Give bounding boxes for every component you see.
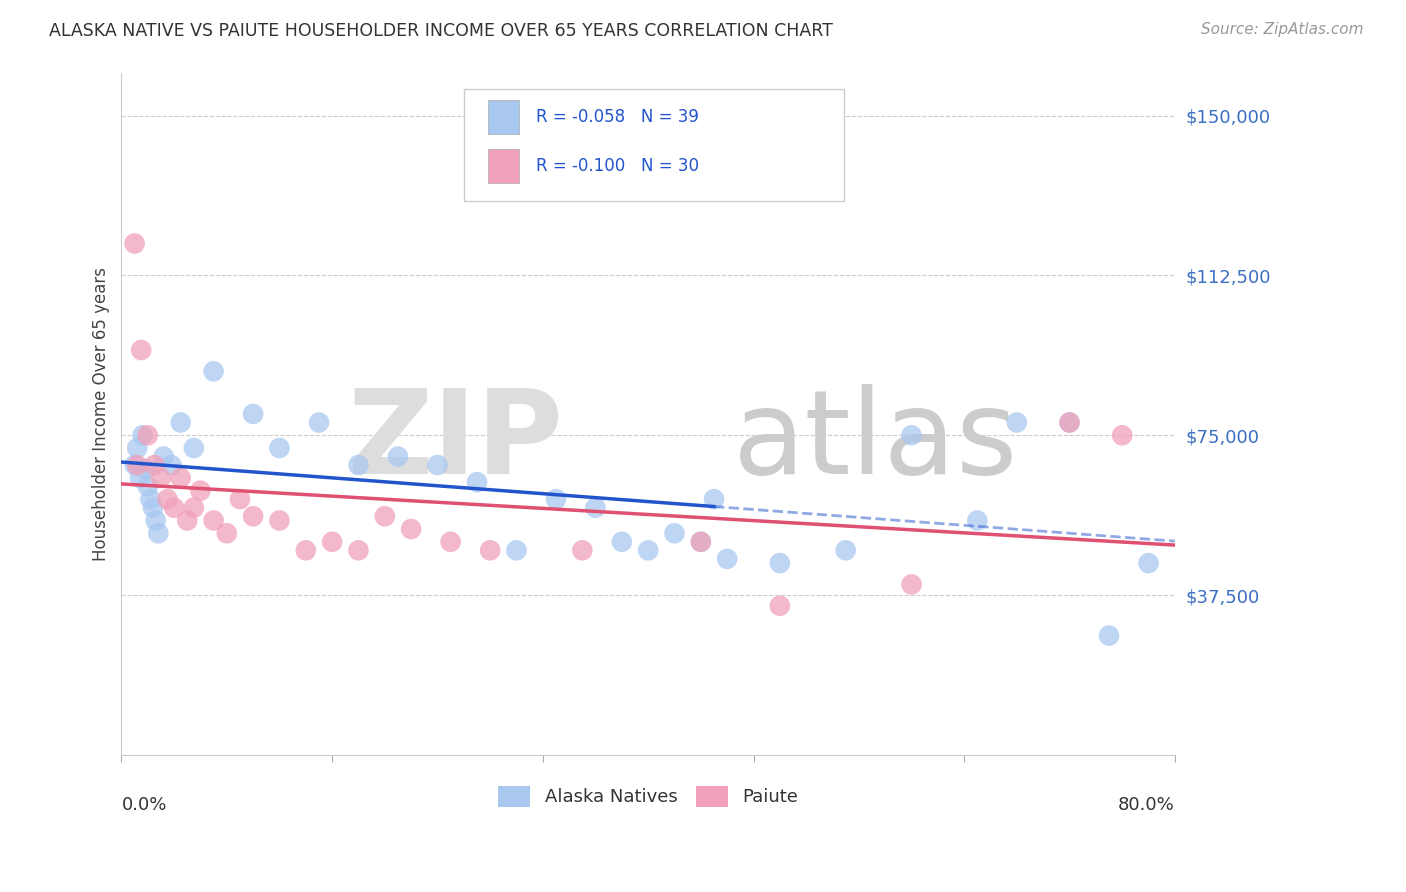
Point — [269, 514, 291, 528]
Point — [128, 471, 150, 485]
Point — [148, 526, 170, 541]
Point — [544, 492, 567, 507]
Point — [127, 458, 149, 472]
Point — [689, 534, 711, 549]
Point — [145, 514, 167, 528]
Point — [139, 492, 162, 507]
Point — [637, 543, 659, 558]
Point — [190, 483, 212, 498]
Point — [1005, 416, 1028, 430]
Point — [136, 479, 159, 493]
Text: 80.0%: 80.0% — [1118, 796, 1175, 814]
Text: Source: ZipAtlas.com: Source: ZipAtlas.com — [1201, 22, 1364, 37]
Point — [900, 428, 922, 442]
Point — [202, 514, 225, 528]
Text: ALASKA NATIVE VS PAIUTE HOUSEHOLDER INCOME OVER 65 YEARS CORRELATION CHART: ALASKA NATIVE VS PAIUTE HOUSEHOLDER INCO… — [49, 22, 834, 40]
Point — [1059, 416, 1081, 430]
Point — [176, 514, 198, 528]
Point — [505, 543, 527, 558]
Point — [689, 534, 711, 549]
Point — [703, 492, 725, 507]
Point — [571, 543, 593, 558]
Point — [149, 471, 172, 485]
Point — [124, 236, 146, 251]
Point — [769, 599, 792, 613]
Point — [834, 543, 856, 558]
Point — [134, 462, 156, 476]
Text: R = -0.058   N = 39: R = -0.058 N = 39 — [536, 108, 699, 126]
Point — [585, 500, 607, 515]
Point — [163, 500, 186, 515]
Point — [1098, 629, 1121, 643]
Point — [183, 441, 205, 455]
Point — [127, 441, 149, 455]
Point — [142, 500, 165, 515]
Point — [242, 407, 264, 421]
Point — [1059, 416, 1081, 430]
Point — [374, 509, 396, 524]
Point — [170, 416, 193, 430]
Point — [900, 577, 922, 591]
Point — [269, 441, 291, 455]
Point — [347, 543, 370, 558]
Point — [479, 543, 502, 558]
Point — [610, 534, 633, 549]
Point — [160, 458, 183, 472]
Point — [124, 458, 146, 472]
Y-axis label: Householder Income Over 65 years: Householder Income Over 65 years — [93, 267, 110, 561]
Text: R = -0.100   N = 30: R = -0.100 N = 30 — [536, 157, 699, 175]
Text: 0.0%: 0.0% — [121, 796, 167, 814]
Point — [387, 450, 409, 464]
Point — [156, 492, 179, 507]
Legend: Alaska Natives, Paiute: Alaska Natives, Paiute — [491, 779, 806, 814]
Point — [664, 526, 686, 541]
Point — [399, 522, 422, 536]
Point — [294, 543, 316, 558]
Point — [716, 552, 738, 566]
Point — [426, 458, 449, 472]
Point — [183, 500, 205, 515]
Point — [242, 509, 264, 524]
Point — [966, 514, 988, 528]
Point — [1137, 556, 1160, 570]
Point — [129, 343, 152, 357]
Point — [321, 534, 343, 549]
Point — [440, 534, 463, 549]
Point — [143, 458, 166, 472]
Point — [769, 556, 792, 570]
Text: ZIP: ZIP — [347, 384, 564, 499]
Point — [229, 492, 252, 507]
Point — [1111, 428, 1133, 442]
Point — [131, 428, 153, 442]
Point — [215, 526, 238, 541]
Point — [347, 458, 370, 472]
Point — [202, 364, 225, 378]
Point — [308, 416, 330, 430]
Point — [170, 471, 193, 485]
Point — [465, 475, 488, 490]
Text: atlas: atlas — [733, 384, 1018, 499]
Point — [136, 428, 159, 442]
Point — [152, 450, 174, 464]
